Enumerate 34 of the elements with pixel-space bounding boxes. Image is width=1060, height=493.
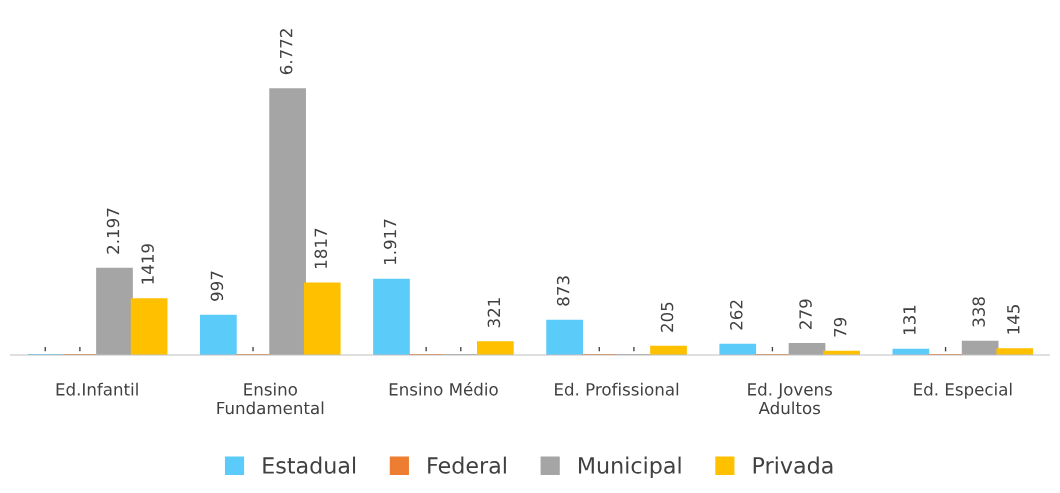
data-label: 262 (729, 300, 743, 330)
data-label: 145 (1007, 305, 1020, 334)
data-label: 1419 (141, 244, 154, 284)
x-tick-label: Ed. Profissional (555, 382, 679, 396)
legend-label: Municipal (579, 456, 681, 479)
data-label: 321 (487, 298, 501, 328)
data-label: 873 (556, 276, 570, 306)
data-label: - (944, 346, 947, 352)
data-label: - (460, 346, 462, 352)
data-label: - (44, 346, 46, 352)
x-tick-label: Ed. Jovens Adultos (748, 382, 832, 415)
data-label: 6.772 (279, 29, 293, 75)
data-label: - (425, 346, 427, 352)
data-label: - (771, 346, 774, 352)
legend-label: Estadual (263, 456, 356, 474)
data-label: - (252, 346, 254, 352)
legend-label: Privada (753, 456, 833, 474)
data-label: 1.917 (383, 219, 397, 265)
x-tick-label: Ensino Fundamental (217, 382, 324, 415)
data-label: 1817 (314, 228, 328, 268)
data-label: 79 (833, 317, 847, 337)
data-label: - (79, 346, 81, 352)
x-tick-label: Ed.Infantil (56, 382, 138, 396)
data-label: - (598, 346, 600, 352)
data-label: 279 (799, 299, 812, 329)
data-label: 997 (210, 271, 224, 301)
data-label: 131 (903, 305, 916, 335)
data-label: 205 (660, 302, 674, 332)
data-label: 2.197 (106, 208, 120, 254)
data-label: 338 (972, 297, 985, 327)
x-tick-label: Ensino Médio (389, 382, 498, 396)
data-label: - (633, 346, 635, 352)
x-tick-label: Ed. Especial (914, 382, 1012, 399)
legend-label: Federal (428, 456, 506, 474)
